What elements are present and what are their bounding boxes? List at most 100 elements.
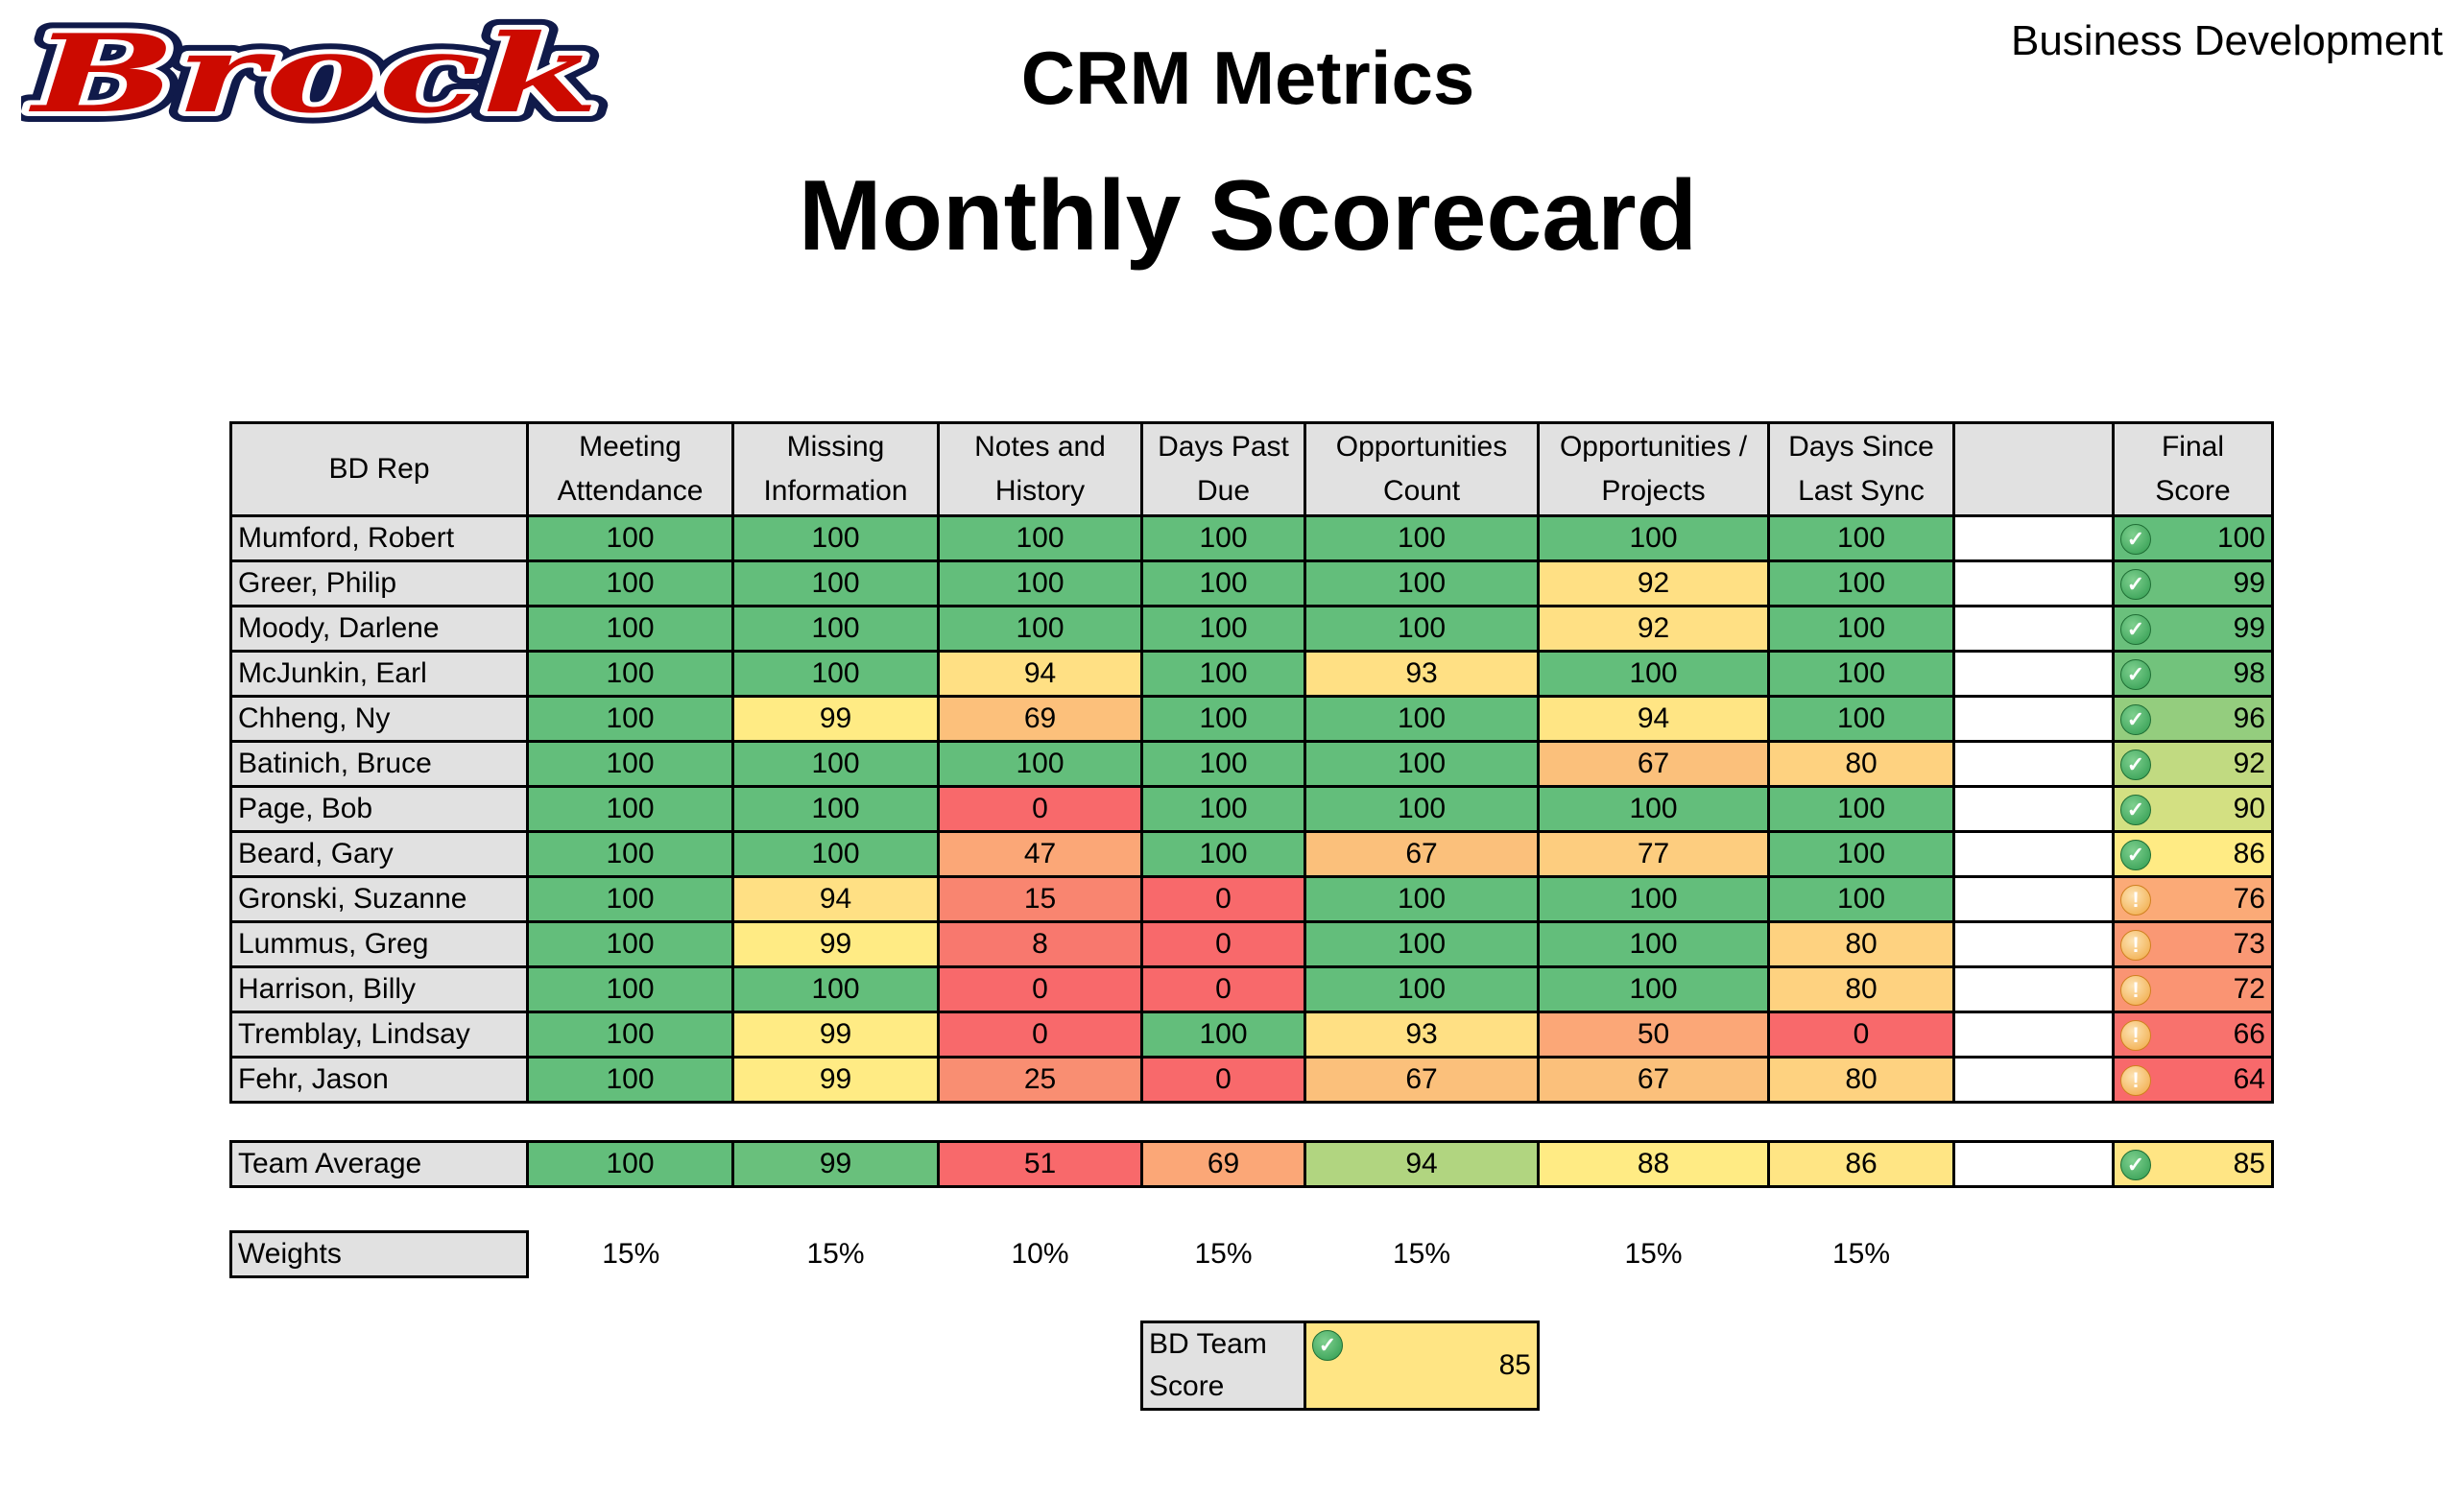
check-circle-icon: ✓: [2120, 569, 2151, 600]
score-cell: 100: [1767, 830, 1955, 878]
score-cell: 100: [526, 920, 734, 968]
score-cell: 100: [1304, 514, 1540, 562]
check-circle-icon: ✓: [2120, 750, 2151, 780]
score-cell: 100: [526, 559, 734, 607]
score-cell: 15: [937, 875, 1143, 923]
score-cell: 100: [526, 650, 734, 698]
weights-table: Weights 15% 15% 10% 15% 15% 15% 15%: [229, 1230, 1954, 1278]
score-cell: 80: [1767, 740, 1955, 788]
rep-name: Chheng, Ny: [229, 695, 529, 743]
score-cell: 8: [937, 920, 1143, 968]
final-score-value: 100: [2216, 522, 2265, 554]
score-cell: 100: [731, 605, 940, 653]
final-score-cell: ✓ 99: [2112, 605, 2274, 653]
average-final-cell: ✓ 85: [2112, 1140, 2274, 1188]
weight-value: 15%: [806, 1238, 865, 1270]
score-cell: 100: [1140, 605, 1306, 653]
score-cell: 0: [1140, 920, 1306, 968]
table-row: Tremblay, Lindsay 100 99 0 100 93 50 0! 66: [229, 1011, 2274, 1059]
score-cell: 100: [1304, 559, 1540, 607]
score-cell: 92: [1537, 605, 1770, 653]
table-row: McJunkin, Earl 100 100 94 100 93 100 100 ✓ 98: [229, 650, 2274, 698]
rep-name: Greer, Philip: [229, 559, 529, 607]
final-score-cell: ✓ 98: [2112, 650, 2274, 698]
score-cell: 100: [731, 650, 940, 698]
score-cell: 100: [526, 785, 734, 833]
column-header: Notes and History: [937, 421, 1143, 517]
column-header: [1952, 421, 2115, 517]
score-cell: 100: [526, 1056, 734, 1104]
final-score-cell: ! 76: [2112, 875, 2274, 923]
score-cell: 94: [937, 650, 1143, 698]
table-row: Beard, Gary 100 100 47 100 67 77 100 ✓ 86: [229, 830, 2274, 878]
table-row: Fehr, Jason 100 99 25 0 67 67 80! 64: [229, 1056, 2274, 1104]
final-score-cell: ✓ 92: [2112, 740, 2274, 788]
final-score-value: 96: [2233, 702, 2265, 734]
column-header: Opportunities Count: [1304, 421, 1540, 517]
blank-cell: [1952, 875, 2115, 923]
blank-cell: [1952, 605, 2115, 653]
warning-circle-icon: !: [2120, 885, 2151, 916]
score-cell: 100: [1767, 605, 1955, 653]
score-cell: 100: [1767, 875, 1955, 923]
svg-text:Brock: Brock: [28, 13, 599, 129]
score-cell: 100: [1537, 785, 1770, 833]
score-cell: 100: [1767, 514, 1955, 562]
rep-name: Beard, Gary: [229, 830, 529, 878]
score-cell: 100: [1767, 695, 1955, 743]
final-score-cell: ✓ 86: [2112, 830, 2274, 878]
score-cell: 100: [1304, 920, 1540, 968]
final-score-cell: ✓ 100: [2112, 514, 2274, 562]
team-average-table: Team Average 100 99 51 69 94 88 86 ✓ 85: [229, 1140, 2274, 1188]
warning-circle-icon: !: [2120, 975, 2151, 1006]
score-cell: 100: [1537, 920, 1770, 968]
check-circle-icon: ✓: [2120, 614, 2151, 645]
svg-text:Brock: Brock: [28, 13, 599, 129]
rep-name: Page, Bob: [229, 785, 529, 833]
score-cell: 100: [526, 1011, 734, 1059]
final-score-value: 85: [2233, 1148, 2265, 1179]
score-cell: 100: [731, 830, 940, 878]
score-cell: 100: [1140, 650, 1306, 698]
check-circle-icon: ✓: [2120, 840, 2151, 870]
column-header: Meeting Attendance: [526, 421, 734, 517]
score-cell: 100: [526, 740, 734, 788]
score-cell: 100: [1537, 875, 1770, 923]
score-cell: 99: [731, 1056, 940, 1104]
check-circle-icon: ✓: [2120, 704, 2151, 735]
score-cell: 100: [1140, 785, 1306, 833]
score-cell: 100: [1140, 695, 1306, 743]
rep-name: Gronski, Suzanne: [229, 875, 529, 923]
report-subtitle: CRM Metrics: [1020, 36, 1475, 120]
score-cell: 99: [731, 1011, 940, 1059]
final-score-cell: ✓ 90: [2112, 785, 2274, 833]
svg-text:Brock: Brock: [28, 13, 599, 129]
table-header-row: BD Rep Meeting Attendance Missing Informatio…: [229, 421, 2274, 517]
score-cell: 93: [1304, 1011, 1540, 1059]
rep-name: Tremblay, Lindsay: [229, 1011, 529, 1059]
department-label: Business Development: [2010, 17, 2443, 64]
final-score-cell: ! 66: [2112, 1011, 2274, 1059]
final-score-value: 64: [2233, 1063, 2265, 1095]
score-cell: 100: [1304, 965, 1540, 1013]
final-score-value: 66: [2233, 1018, 2265, 1050]
score-cell: 100: [731, 559, 940, 607]
final-score-cell: ! 73: [2112, 920, 2274, 968]
weights-label: Weights: [229, 1230, 529, 1278]
score-cell: 0: [1140, 875, 1306, 923]
team-average-row: Team Average 100 99 51 69 94 88 86 ✓ 85: [229, 1140, 2274, 1188]
score-cell: 47: [937, 830, 1143, 878]
score-cell: 100: [937, 740, 1143, 788]
rep-name: Fehr, Jason: [229, 1056, 529, 1104]
team-score-value-cell: ✓ 85: [1304, 1321, 1540, 1411]
score-cell: 0: [1767, 1011, 1955, 1059]
rep-name: Lummus, Greg: [229, 920, 529, 968]
score-cell: 100: [1767, 559, 1955, 607]
average-cell: 94: [1304, 1140, 1540, 1188]
warning-circle-icon: !: [2120, 1020, 2151, 1051]
final-score-value: 99: [2233, 567, 2265, 599]
check-circle-icon: ✓: [2120, 659, 2151, 690]
score-cell: 100: [1767, 650, 1955, 698]
rep-name: McJunkin, Earl: [229, 650, 529, 698]
scorecard-table: BD Rep Meeting Attendance Missing Informatio…: [229, 421, 2274, 1104]
